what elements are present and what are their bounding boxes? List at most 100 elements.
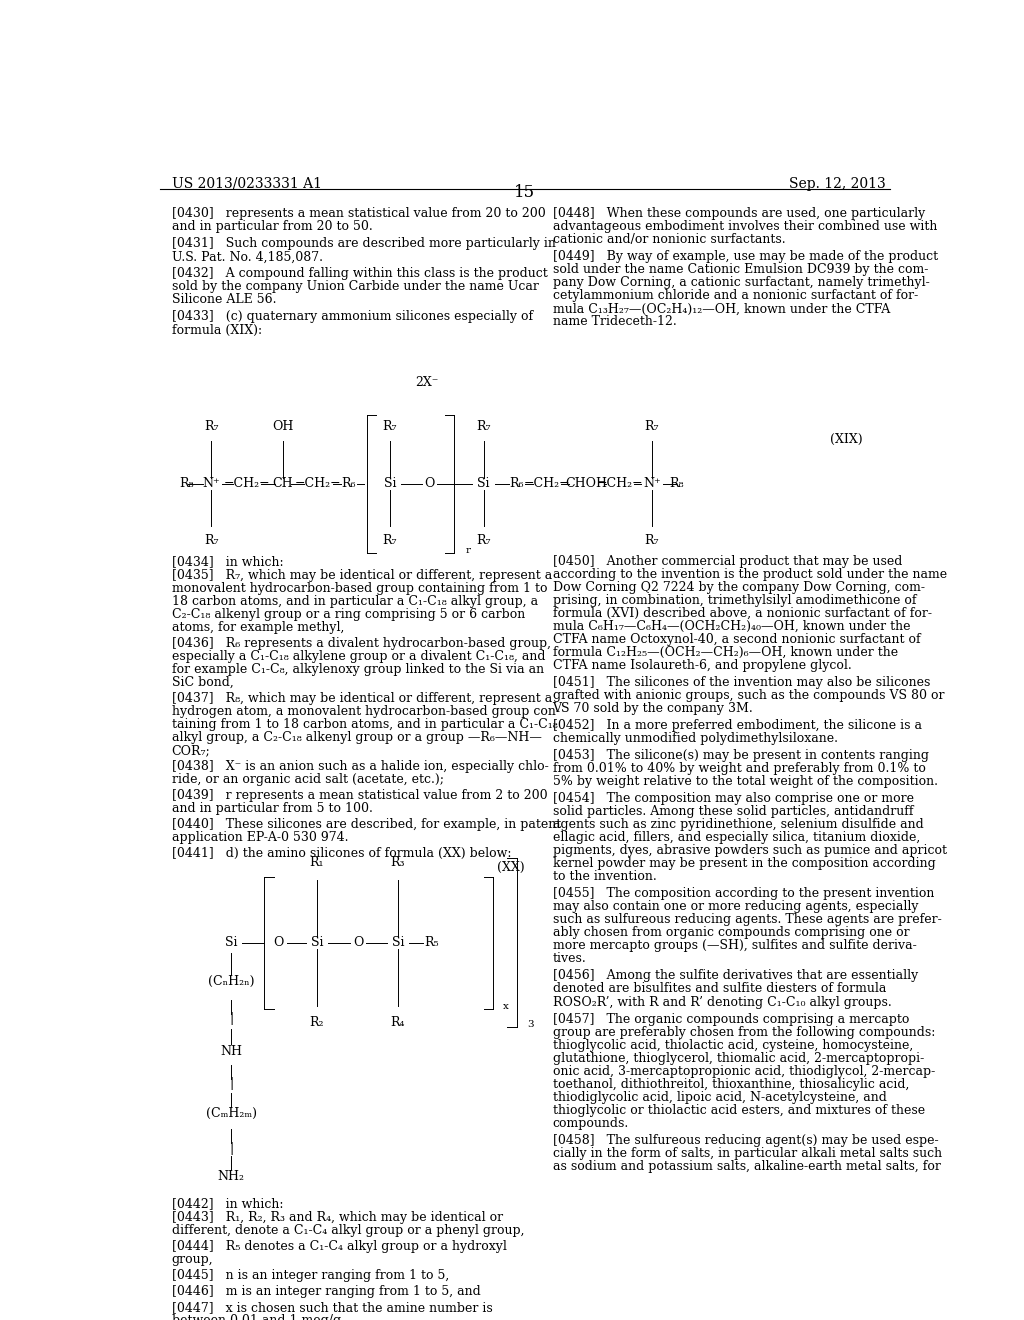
Text: name Trideceth-12.: name Trideceth-12. (553, 315, 676, 329)
Text: US 2013/0233331 A1: US 2013/0233331 A1 (172, 177, 322, 190)
Text: denoted are bisulfites and sulfite diesters of formula: denoted are bisulfites and sulfite diest… (553, 982, 886, 995)
Text: Si: Si (391, 936, 404, 949)
Text: R₇: R₇ (476, 535, 490, 546)
Text: −CH₂−: −CH₂− (223, 477, 270, 490)
Text: CTFA name Isolaureth-6, and propylene glycol.: CTFA name Isolaureth-6, and propylene gl… (553, 659, 851, 672)
Text: such as sulfureous reducing agents. These agents are prefer-: such as sulfureous reducing agents. Thes… (553, 913, 941, 927)
Text: (CₘH₂ₘ): (CₘH₂ₘ) (206, 1107, 257, 1119)
Text: toethanol, dithiothreitol, thioxanthine, thiosalicylic acid,: toethanol, dithiothreitol, thioxanthine,… (553, 1077, 909, 1090)
Text: more mercapto groups (—SH), sulfites and sulfite deriva-: more mercapto groups (—SH), sulfites and… (553, 940, 916, 953)
Text: Sep. 12, 2013: Sep. 12, 2013 (790, 177, 886, 190)
Text: between 0.01 and 1 meq/g.: between 0.01 and 1 meq/g. (172, 1313, 345, 1320)
Text: R₇: R₇ (383, 535, 397, 546)
Text: different, denote a C₁-C₄ alkyl group or a phenyl group,: different, denote a C₁-C₄ alkyl group or… (172, 1224, 524, 1237)
Text: r: r (465, 546, 470, 556)
Text: thioglycolic acid, thiolactic acid, cysteine, homocysteine,: thioglycolic acid, thiolactic acid, cyst… (553, 1039, 912, 1052)
Text: x: x (504, 1002, 509, 1011)
Text: [0437]   R₈, which may be identical or different, represent a: [0437] R₈, which may be identical or dif… (172, 692, 552, 705)
Text: N⁺: N⁺ (203, 477, 220, 490)
Text: R₁: R₁ (309, 855, 325, 869)
Text: [0453]   The silicone(s) may be present in contents ranging: [0453] The silicone(s) may be present in… (553, 750, 929, 762)
Text: Si: Si (310, 936, 324, 949)
Text: pigments, dyes, abrasive powders such as pumice and apricot: pigments, dyes, abrasive powders such as… (553, 845, 946, 857)
Text: tives.: tives. (553, 953, 587, 965)
Text: sold under the name Cationic Emulsion DC939 by the com-: sold under the name Cationic Emulsion DC… (553, 263, 928, 276)
Text: atoms, for example methyl,: atoms, for example methyl, (172, 620, 344, 634)
Text: [0434]   in which:: [0434] in which: (172, 554, 284, 568)
Text: (CₙH₂ₙ): (CₙH₂ₙ) (208, 974, 254, 987)
Text: thioglycolic or thiolactic acid esters, and mixtures of these: thioglycolic or thiolactic acid esters, … (553, 1104, 925, 1117)
Text: R₃: R₃ (390, 855, 406, 869)
Text: Si: Si (225, 936, 238, 949)
Text: O: O (353, 936, 364, 949)
Text: [0452]   In a more preferred embodiment, the silicone is a: [0452] In a more preferred embodiment, t… (553, 719, 922, 733)
Text: 15: 15 (514, 183, 536, 201)
Text: mula C₁₃H₂₇—(OC₂H₄)₁₂—OH, known under the CTFA: mula C₁₃H₂₇—(OC₂H₄)₁₂—OH, known under th… (553, 302, 890, 315)
Text: R₂: R₂ (309, 1016, 325, 1030)
Text: [0451]   The silicones of the invention may also be silicones: [0451] The silicones of the invention ma… (553, 676, 930, 689)
Text: [0444]   R₅ denotes a C₁-C₄ alkyl group or a hydroxyl: [0444] R₅ denotes a C₁-C₄ alkyl group or… (172, 1239, 507, 1253)
Text: R₇: R₇ (204, 535, 218, 546)
Text: NH₂: NH₂ (218, 1170, 245, 1183)
Text: R₇: R₇ (644, 420, 659, 433)
Text: especially a C₁-C₁₈ alkylene group or a divalent C₁-C₁₈, and: especially a C₁-C₁₈ alkylene group or a … (172, 649, 545, 663)
Text: [0442]   in which:: [0442] in which: (172, 1197, 284, 1209)
Text: formula C₁₂H₂₅—(OCH₂—CH₂)₆—OH, known under the: formula C₁₂H₂₅—(OCH₂—CH₂)₆—OH, known und… (553, 645, 898, 659)
Text: [0450]   Another commercial product that may be used: [0450] Another commercial product that m… (553, 554, 902, 568)
Text: CTFA name Octoxynol-40, a second nonionic surfactant of: CTFA name Octoxynol-40, a second nonioni… (553, 632, 921, 645)
Text: alkyl group, a C₂-C₁₈ alkenyl group or a group —R₆—NH—: alkyl group, a C₂-C₁₈ alkenyl group or a… (172, 731, 542, 744)
Text: SiC bond,: SiC bond, (172, 676, 233, 689)
Text: R₇: R₇ (204, 420, 218, 433)
Text: O: O (424, 477, 435, 490)
Text: |: | (229, 1012, 233, 1026)
Text: group are preferably chosen from the following compounds:: group are preferably chosen from the fol… (553, 1026, 935, 1039)
Text: [0445]   n is an integer ranging from 1 to 5,: [0445] n is an integer ranging from 1 to… (172, 1269, 449, 1282)
Text: as sodium and potassium salts, alkaline-earth metal salts, for: as sodium and potassium salts, alkaline-… (553, 1160, 940, 1172)
Text: chemically unmodified polydimethylsiloxane.: chemically unmodified polydimethylsiloxa… (553, 733, 838, 744)
Text: CHOH: CHOH (565, 477, 607, 490)
Text: Dow Corning Q2 7224 by the company Dow Corning, com-: Dow Corning Q2 7224 by the company Dow C… (553, 581, 925, 594)
Text: onic acid, 3-mercaptopropionic acid, thiodiglycol, 2-mercap-: onic acid, 3-mercaptopropionic acid, thi… (553, 1065, 935, 1077)
Text: to the invention.: to the invention. (553, 870, 656, 883)
Text: [0455]   The composition according to the present invention: [0455] The composition according to the … (553, 887, 934, 900)
Text: agents such as zinc pyridinethione, selenium disulfide and: agents such as zinc pyridinethione, sele… (553, 818, 924, 832)
Text: R₈: R₈ (179, 477, 195, 490)
Text: [0441]   d) the amino silicones of formula (XX) below:: [0441] d) the amino silicones of formula… (172, 847, 511, 861)
Text: pany Dow Corning, a cationic surfactant, namely trimethyl-: pany Dow Corning, a cationic surfactant,… (553, 276, 930, 289)
Text: [0457]   The organic compounds comprising a mercapto: [0457] The organic compounds comprising … (553, 1012, 909, 1026)
Text: COR₇;: COR₇; (172, 744, 210, 758)
Text: cetylammonium chloride and a nonionic surfactant of for-: cetylammonium chloride and a nonionic su… (553, 289, 918, 302)
Text: R₄: R₄ (390, 1016, 406, 1030)
Text: [0436]   R₆ represents a divalent hydrocarbon-based group,: [0436] R₆ represents a divalent hydrocar… (172, 638, 551, 649)
Text: and in particular from 5 to 100.: and in particular from 5 to 100. (172, 803, 373, 816)
Text: R₇: R₇ (476, 420, 490, 433)
Text: 18 carbon atoms, and in particular a C₁-C₁₈ alkyl group, a: 18 carbon atoms, and in particular a C₁-… (172, 595, 538, 607)
Text: ellagic acid, fillers, and especially silica, titanium dioxide,: ellagic acid, fillers, and especially si… (553, 832, 920, 845)
Text: R₇: R₇ (644, 535, 659, 546)
Text: R₅: R₅ (424, 936, 438, 949)
Text: sold by the company Union Carbide under the name Ucar: sold by the company Union Carbide under … (172, 280, 539, 293)
Text: advantageous embodiment involves their combined use with: advantageous embodiment involves their c… (553, 220, 937, 234)
Text: Si: Si (477, 477, 489, 490)
Text: |: | (229, 1143, 233, 1155)
Text: C₂-C₁₈ alkenyl group or a ring comprising 5 or 6 carbon: C₂-C₁₈ alkenyl group or a ring comprisin… (172, 607, 525, 620)
Text: [0439]   r represents a mean statistical value from 2 to 200: [0439] r represents a mean statistical v… (172, 789, 547, 803)
Text: ably chosen from organic compounds comprising one or: ably chosen from organic compounds compr… (553, 927, 909, 940)
Text: [0447]   x is chosen such that the amine number is: [0447] x is chosen such that the amine n… (172, 1302, 493, 1313)
Text: compounds.: compounds. (553, 1117, 629, 1130)
Text: [0435]   R₇, which may be identical or different, represent a: [0435] R₇, which may be identical or dif… (172, 569, 552, 582)
Text: 5% by weight relative to the total weight of the composition.: 5% by weight relative to the total weigh… (553, 775, 938, 788)
Text: 3: 3 (527, 1020, 534, 1030)
Text: according to the invention is the product sold under the name: according to the invention is the produc… (553, 568, 947, 581)
Text: may also contain one or more reducing agents, especially: may also contain one or more reducing ag… (553, 900, 919, 913)
Text: [0443]   R₁, R₂, R₃ and R₄, which may be identical or: [0443] R₁, R₂, R₃ and R₄, which may be i… (172, 1210, 503, 1224)
Text: R₈: R₈ (669, 477, 684, 490)
Text: mula C₆H₁₇—C₆H₄—(OCH₂CH₂)₄₀—OH, known under the: mula C₆H₁₇—C₆H₄—(OCH₂CH₂)₄₀—OH, known un… (553, 620, 910, 632)
Text: solid particles. Among these solid particles, antidandruff: solid particles. Among these solid parti… (553, 805, 913, 818)
Text: [0438]   X⁻ is an anion such as a halide ion, especially chlo-: [0438] X⁻ is an anion such as a halide i… (172, 760, 549, 774)
Text: glutathione, thioglycerol, thiomalic acid, 2-mercaptopropi-: glutathione, thioglycerol, thiomalic aci… (553, 1052, 924, 1065)
Text: monovalent hydrocarbon-based group containing from 1 to: monovalent hydrocarbon-based group conta… (172, 582, 547, 595)
Text: application EP-A-0 530 974.: application EP-A-0 530 974. (172, 832, 348, 845)
Text: −CH₂−: −CH₂− (597, 477, 643, 490)
Text: [0454]   The composition may also comprise one or more: [0454] The composition may also comprise… (553, 792, 913, 805)
